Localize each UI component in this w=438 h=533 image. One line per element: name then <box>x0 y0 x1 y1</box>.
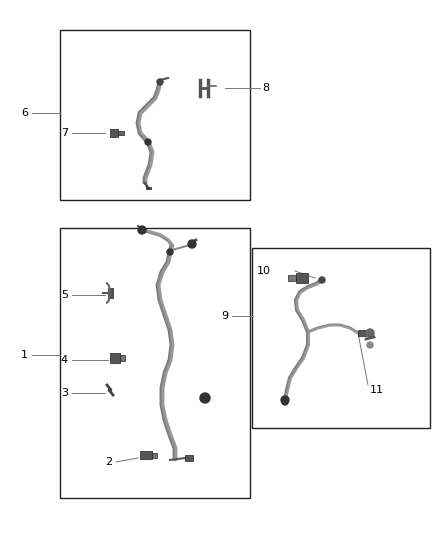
Circle shape <box>167 249 173 255</box>
Bar <box>110 129 118 137</box>
Bar <box>152 453 157 458</box>
Bar <box>140 451 152 459</box>
Circle shape <box>200 393 210 403</box>
Bar <box>145 187 151 189</box>
Bar <box>60 30 250 200</box>
Circle shape <box>281 396 289 404</box>
Text: 5: 5 <box>61 290 68 300</box>
Text: 9: 9 <box>221 311 228 321</box>
Text: 3: 3 <box>61 388 68 398</box>
Circle shape <box>366 329 374 337</box>
Text: 11: 11 <box>370 385 384 395</box>
Text: 2: 2 <box>105 457 112 467</box>
Circle shape <box>367 342 373 348</box>
Bar <box>108 288 113 298</box>
Text: 4: 4 <box>61 355 68 365</box>
Text: 10: 10 <box>257 266 271 276</box>
Text: 1: 1 <box>21 350 28 360</box>
Bar <box>120 355 125 361</box>
Bar <box>288 275 296 281</box>
Text: 6: 6 <box>21 108 28 118</box>
Bar <box>118 131 124 135</box>
Circle shape <box>138 226 146 234</box>
Bar <box>60 228 250 498</box>
Circle shape <box>319 277 325 283</box>
Circle shape <box>145 139 151 145</box>
Text: 7: 7 <box>61 128 68 138</box>
Circle shape <box>282 399 288 405</box>
Bar <box>358 330 366 336</box>
Bar <box>110 353 120 363</box>
Circle shape <box>188 240 196 248</box>
Bar <box>252 248 430 428</box>
Text: 8: 8 <box>262 83 269 93</box>
Circle shape <box>157 79 163 85</box>
Bar <box>185 455 193 461</box>
Bar <box>296 273 308 283</box>
